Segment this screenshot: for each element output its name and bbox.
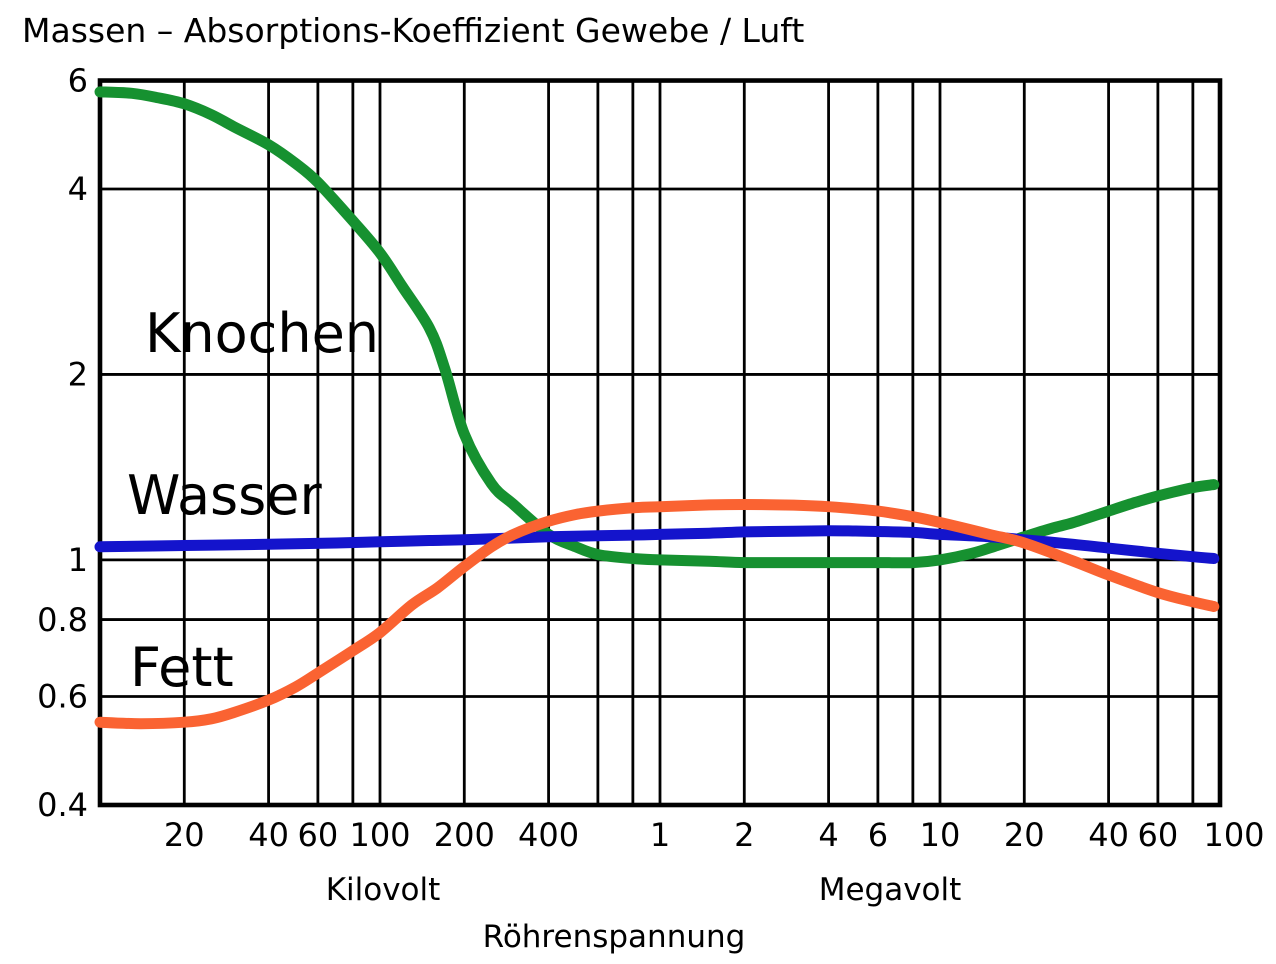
x-tick-label-kilovolt: 60 [298,816,339,854]
curve-fett [94,499,1220,730]
x-unit-label-megavolt: Megavolt [819,872,962,908]
x-tick-label-megavolt: 20 [1004,816,1045,854]
x-tick-label-megavolt: 2 [734,816,754,854]
series-label-wasser: Wasser [127,464,323,527]
series-label-fett: Fett [130,636,234,699]
x-tick-label-kilovolt: 200 [434,816,495,854]
x-tick-label-megavolt: 40 [1088,816,1129,854]
y-tick-label: 0.4 [37,786,88,824]
x-unit-label-kilovolt: Kilovolt [326,872,441,908]
curve-knochen [94,86,1220,569]
plot-frame [97,78,1223,808]
x-tick-label-megavolt: 100 [1203,816,1264,854]
chart-title: Massen – Absorptions-Koeffizient Gewebe … [22,11,805,50]
x-axis-title: Röhrenspannung [483,919,746,955]
y-tick-label: 2 [68,356,88,394]
y-tick-label: 0.6 [37,678,88,716]
x-tick-label-kilovolt: 40 [248,816,289,854]
x-tick-label-megavolt: 6 [868,816,888,854]
curve-wasser [94,525,1220,564]
y-tick-label: 1 [68,541,88,579]
series-label-knochen: Knochen [145,302,379,365]
x-tick-label-megavolt: 10 [920,816,961,854]
x-tick-label-kilovolt: 400 [518,816,579,854]
x-tick-label-kilovolt: 20 [164,816,205,854]
x-tick-label-megavolt: 4 [818,816,838,854]
y-tick-label: 4 [68,170,88,208]
x-tick-label-megavolt: 1 [650,816,670,854]
y-tick-label: 0.8 [37,601,88,639]
x-tick-label-megavolt: 60 [1138,816,1179,854]
y-tick-label: 6 [68,62,88,100]
x-tick-label-kilovolt: 100 [349,816,410,854]
